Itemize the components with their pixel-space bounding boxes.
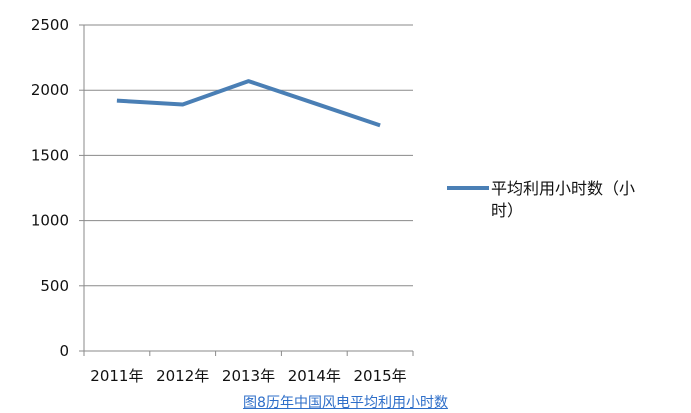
series-line bbox=[116, 79, 381, 128]
y-tick-label: 0 bbox=[59, 342, 69, 360]
legend-label-line1: 平均利用小时数（小 bbox=[491, 179, 635, 198]
y-tick-label: 1000 bbox=[31, 212, 69, 230]
y-tick-labels: 0 500 1000 1500 2000 2500 bbox=[31, 16, 69, 360]
y-tick-label: 500 bbox=[40, 277, 69, 295]
series bbox=[116, 79, 381, 128]
legend-label-line2: 时） bbox=[491, 201, 523, 220]
figure-caption: 图8历年中国风电平均利用小时数 bbox=[243, 395, 448, 411]
y-tick-label: 2000 bbox=[31, 81, 69, 99]
x-tick-label: 2015年 bbox=[354, 367, 407, 385]
x-tick-label: 2012年 bbox=[156, 367, 209, 385]
y-tick-label: 1500 bbox=[31, 146, 69, 164]
gridlines bbox=[84, 24, 413, 287]
axes bbox=[79, 24, 414, 356]
x-tick-label: 2013年 bbox=[222, 367, 275, 385]
legend: 平均利用小时数（小 时） bbox=[447, 179, 635, 220]
x-tick-label: 2014年 bbox=[288, 367, 341, 385]
y-tick-label: 2500 bbox=[31, 16, 69, 34]
line-chart: 0 500 1000 1500 2000 2500 2011年 2012年 2013年 2014… bbox=[31, 16, 635, 385]
x-tick-labels: 2011年 2012年 2013年 2014年 2015年 bbox=[90, 367, 406, 385]
x-tick-label: 2011年 bbox=[90, 367, 143, 385]
